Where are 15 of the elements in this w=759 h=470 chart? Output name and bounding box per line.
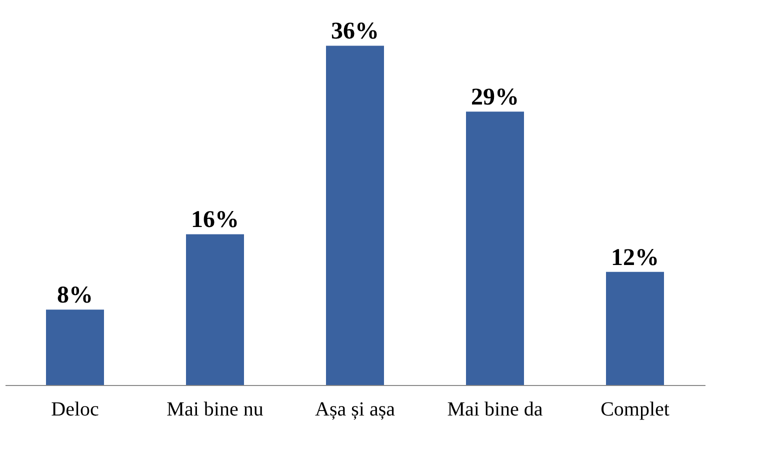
x-tick-label: Deloc — [51, 398, 99, 420]
bar — [46, 310, 104, 385]
x-tick-label: Mai bine da — [447, 398, 543, 420]
x-tick-label: Așa și așa — [315, 398, 396, 420]
bar — [326, 46, 384, 385]
data-label: 12% — [611, 244, 659, 271]
data-label: 36% — [331, 18, 379, 45]
data-label: 29% — [471, 84, 519, 111]
x-tick-label: Complet — [600, 398, 670, 420]
data-label: 16% — [191, 207, 239, 234]
data-label: 8% — [57, 282, 93, 309]
bar — [186, 234, 244, 385]
x-tick-label: Mai bine nu — [166, 398, 264, 420]
bar — [606, 272, 664, 385]
bar — [466, 112, 524, 385]
